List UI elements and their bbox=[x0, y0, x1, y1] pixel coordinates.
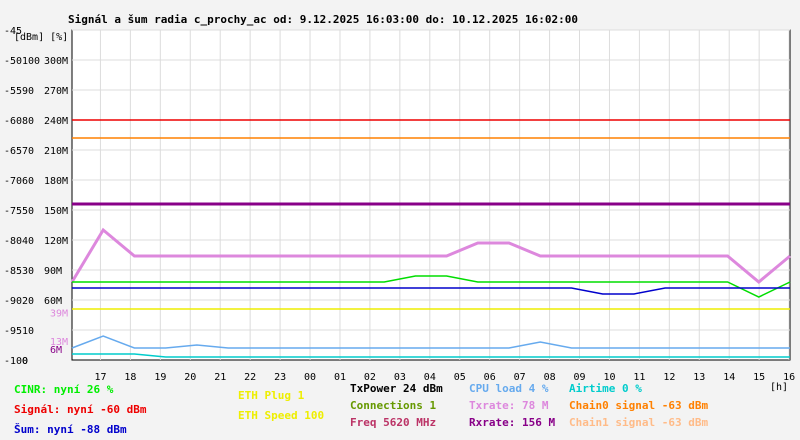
y-tick-dbm: -85 bbox=[4, 266, 22, 277]
legend-freq: Freq 5620 MHz bbox=[350, 416, 437, 429]
legend-col-5: Airtime 0 % Chain0 signal -63 dBm Chain1… bbox=[569, 380, 708, 431]
chart-title: Signál a šum radia c_prochy_ac od: 9.12.… bbox=[68, 13, 578, 26]
y-tick-pct: 20 bbox=[22, 296, 34, 307]
x-tick: 07 bbox=[514, 372, 526, 383]
series-txrate bbox=[70, 227, 791, 284]
y-tick-dbm: -75 bbox=[4, 206, 22, 217]
y-units-label: [dBm] [%] bbox=[14, 32, 68, 43]
legend-cinr: CINR: nyní 26 % bbox=[14, 383, 114, 396]
chart: Signál a šum radia c_prochy_ac od: 9.12.… bbox=[4, 13, 795, 393]
x-tick: 19 bbox=[154, 372, 166, 383]
x-tick: 04 bbox=[424, 372, 436, 383]
y-tick-rate: 180M bbox=[44, 176, 68, 187]
y-tick-rate: 150M bbox=[44, 206, 68, 217]
x-tick: 14 bbox=[723, 372, 735, 383]
x-tick: 10 bbox=[603, 372, 615, 383]
y-tick-dbm: -90 bbox=[4, 296, 22, 307]
x-tick: 20 bbox=[184, 372, 196, 383]
y-tick-pct: 30 bbox=[22, 266, 34, 277]
x-tick: 11 bbox=[633, 372, 645, 383]
y-tick-pct: 70 bbox=[22, 146, 34, 157]
legend-cpu-load: CPU load 4 % bbox=[469, 382, 549, 395]
y-tick-dbm: -100 bbox=[4, 356, 28, 367]
y-tick-dbm: -60 bbox=[4, 116, 22, 127]
legend-eth-plug: ETH Plug 1 bbox=[238, 389, 305, 402]
y-tick-rate: 300M bbox=[44, 56, 68, 67]
y-tick-pct: 50 bbox=[22, 206, 34, 217]
y-tick-rate: 270M bbox=[44, 86, 68, 97]
y-tick-pct: 40 bbox=[22, 236, 34, 247]
y-tick-dbm: -50 bbox=[4, 56, 22, 67]
x-tick: 12 bbox=[663, 372, 675, 383]
legend-airtime: Airtime 0 % bbox=[569, 382, 642, 395]
x-tick: 17 bbox=[94, 372, 106, 383]
legend-txrate: Txrate: 78 M bbox=[469, 399, 549, 412]
y-tick-rate: 60M bbox=[44, 296, 62, 307]
legend-chain0: Chain0 signal -63 dBm bbox=[569, 399, 709, 412]
series-cinr bbox=[72, 275, 791, 298]
y-tick-rate: 210M bbox=[44, 146, 68, 157]
x-tick: 05 bbox=[454, 372, 466, 383]
y-tick-pct: 10 bbox=[22, 326, 34, 337]
y-tick-pct: 60 bbox=[22, 176, 34, 187]
series-airtime bbox=[72, 353, 790, 358]
y-tick-dbm: -95 bbox=[4, 326, 22, 337]
x-tick: 01 bbox=[334, 372, 346, 383]
x-tick: 13 bbox=[693, 372, 705, 383]
legend-col-4: CPU load 4 % Txrate: 78 M Rxrate: 156 M bbox=[469, 380, 555, 431]
y-tick-rate: 90M bbox=[44, 266, 62, 277]
x-tick: 15 bbox=[753, 372, 765, 383]
y-tick-pct: 0 bbox=[22, 356, 28, 367]
y-tick-pct: 100 bbox=[22, 56, 40, 67]
legend-col-3: TxPower 24 dBm Connections 1 Freq 5620 M… bbox=[350, 380, 443, 431]
x-tick: 06 bbox=[484, 372, 496, 383]
y-tick-extra: 39M bbox=[50, 309, 68, 320]
legend-txpower: TxPower 24 dBm bbox=[350, 382, 443, 395]
y-tick-rate: 120M bbox=[44, 236, 68, 247]
y-tick-dbm: -55 bbox=[4, 86, 22, 97]
y-tick-rate: 240M bbox=[44, 116, 68, 127]
legend-noise: Šum: nyní -88 dBm bbox=[14, 423, 127, 436]
y-tick-pct: 90 bbox=[22, 86, 34, 97]
x-tick: 22 bbox=[244, 372, 256, 383]
x-tick: 02 bbox=[364, 372, 376, 383]
x-tick: 08 bbox=[544, 372, 556, 383]
legend-col-2: ETH Plug 1 ETH Speed 100 bbox=[238, 386, 324, 426]
y-tick-dbm: -45 bbox=[4, 26, 22, 37]
series-šum bbox=[72, 287, 790, 295]
x-tick: 18 bbox=[124, 372, 136, 383]
x-tick: 00 bbox=[304, 372, 316, 383]
y-tick-extra: 13M bbox=[50, 337, 68, 348]
y-tick-extra: 6M bbox=[50, 345, 62, 356]
legend-chain1: Chain1 signal -63 dBm bbox=[569, 416, 709, 429]
legend-eth-speed: ETH Speed 100 bbox=[238, 409, 325, 422]
x-tick: 09 bbox=[574, 372, 586, 383]
y-tick-pct: 80 bbox=[22, 116, 34, 127]
x-tick: 23 bbox=[274, 372, 286, 383]
x-unit-label: [h] bbox=[770, 382, 788, 393]
legend-signal: Signál: nyní -60 dBm bbox=[14, 403, 147, 416]
legend-col-1: CINR: nyní 26 % Signál: nyní -60 dBm Šum… bbox=[14, 380, 146, 440]
y-tick-dbm: -65 bbox=[4, 146, 22, 157]
legend-rxrate: Rxrate: 156 M bbox=[469, 416, 556, 429]
x-tick: 16 bbox=[783, 372, 795, 383]
y-tick-dbm: -80 bbox=[4, 236, 22, 247]
y-tick-dbm: -70 bbox=[4, 176, 22, 187]
legend-connections: Connections 1 bbox=[350, 399, 437, 412]
plot-area bbox=[71, 29, 791, 361]
series-cpu-load bbox=[71, 335, 790, 349]
x-tick: 03 bbox=[394, 372, 406, 383]
x-tick: 21 bbox=[214, 372, 226, 383]
